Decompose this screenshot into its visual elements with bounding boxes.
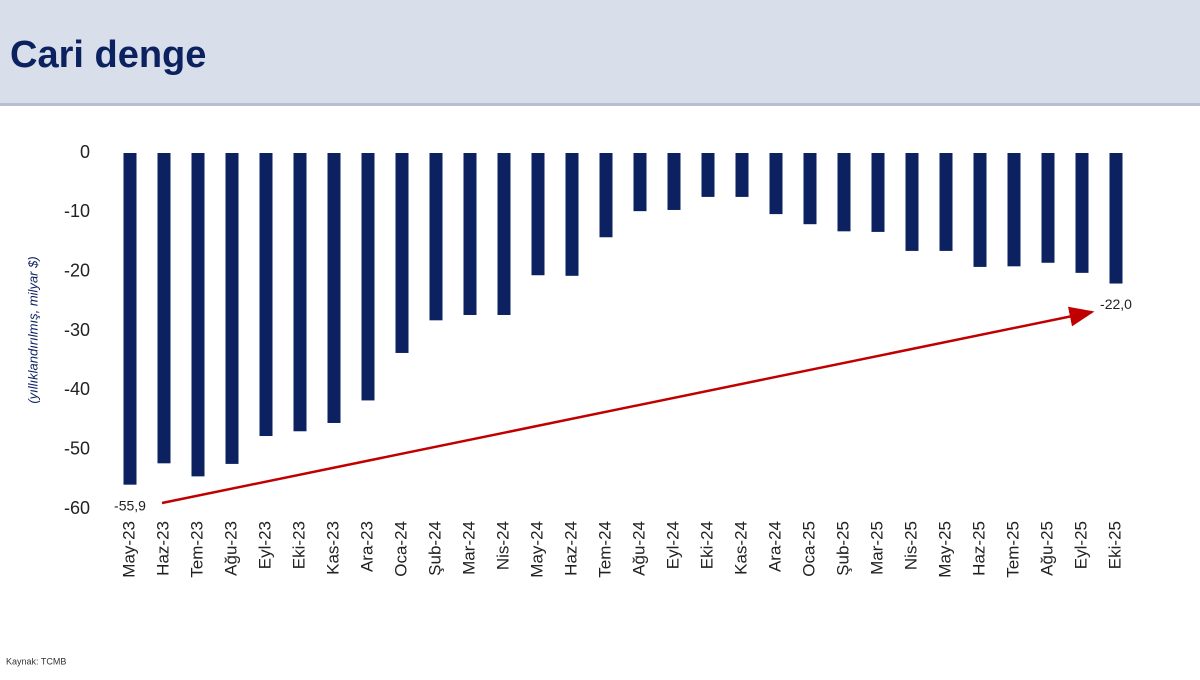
x-tick-label: Kas-24 [731,521,750,575]
bar [395,153,409,353]
y-tick-label: -20 [64,260,90,280]
bar [667,153,681,210]
bar [565,153,579,276]
bar [837,153,851,232]
bar [497,153,511,315]
x-tick-label: Ağu-23 [221,521,240,576]
x-tick-label: Ara-23 [357,521,376,572]
source: Kaynak: TCMB [6,656,66,666]
y-tick-label: -60 [64,498,90,518]
x-tick-label: Ara-24 [765,521,784,572]
bar [633,153,647,212]
y-tick-label: -30 [64,320,90,340]
x-tick-label: Ağu-25 [1037,521,1056,576]
x-tick-label: Eki-23 [289,521,308,569]
bar [735,153,749,197]
bar [871,153,885,232]
bar [429,153,443,321]
bar [293,153,307,432]
x-tick-label: Mar-24 [459,521,478,575]
x-tick-label: Eyl-24 [663,521,682,569]
x-tick-label: May-24 [527,521,546,578]
value-label: -22,0 [1100,296,1132,312]
bar [157,153,171,464]
bar [1041,153,1055,263]
bar [361,153,375,401]
x-tick-label: Oca-24 [391,521,410,577]
bar [531,153,545,276]
x-tick-label: Eki-24 [697,521,716,569]
bar [191,153,205,477]
value-label: -55,9 [114,497,146,513]
bar [1007,153,1021,267]
y-tick-label: -10 [64,201,90,221]
y-axis-label: (yıllıklandırılmış, milyar $) [25,256,40,403]
bar [327,153,341,423]
chart-title: Cari denge [10,34,206,76]
y-tick-label: 0 [80,142,90,162]
x-tick-label: Şub-25 [833,521,852,576]
x-tick-label: Tem-23 [187,521,206,578]
bar [939,153,953,251]
bar [599,153,613,238]
bar [463,153,477,315]
bar [905,153,919,251]
trend-arrow [161,306,1095,505]
bar [701,153,715,197]
x-tick-label: Haz-24 [561,521,580,576]
x-tick-label: Şub-24 [425,521,444,576]
bar [803,153,817,225]
bar [1075,153,1089,273]
bar [259,153,273,437]
x-tick-label: Kas-23 [323,521,342,575]
x-tick-label: Haz-23 [153,521,172,576]
x-tick-label: Nis-24 [493,521,512,570]
bar [1109,153,1123,284]
x-tick-label: Oca-25 [799,521,818,577]
header-band [0,0,1200,104]
x-tick-label: Mar-25 [867,521,886,575]
bar [123,153,137,485]
x-tick-label: Eyl-23 [255,521,274,569]
x-tick-label: May-25 [935,521,954,578]
x-tick-label: Eki-25 [1105,521,1124,569]
x-tick-label: Eyl-25 [1071,521,1090,569]
y-tick-label: -50 [64,438,90,458]
x-tick-label: Ağu-24 [629,521,648,576]
bar [973,153,987,267]
x-tick-label: Haz-25 [969,521,988,576]
x-tick-label: Tem-24 [595,521,614,578]
x-tick-label: May-23 [119,521,138,578]
x-tick-label: Nis-25 [901,521,920,570]
bar [769,153,783,215]
bar [225,153,239,464]
x-tick-label: Tem-25 [1003,521,1022,578]
y-tick-label: -40 [64,379,90,399]
